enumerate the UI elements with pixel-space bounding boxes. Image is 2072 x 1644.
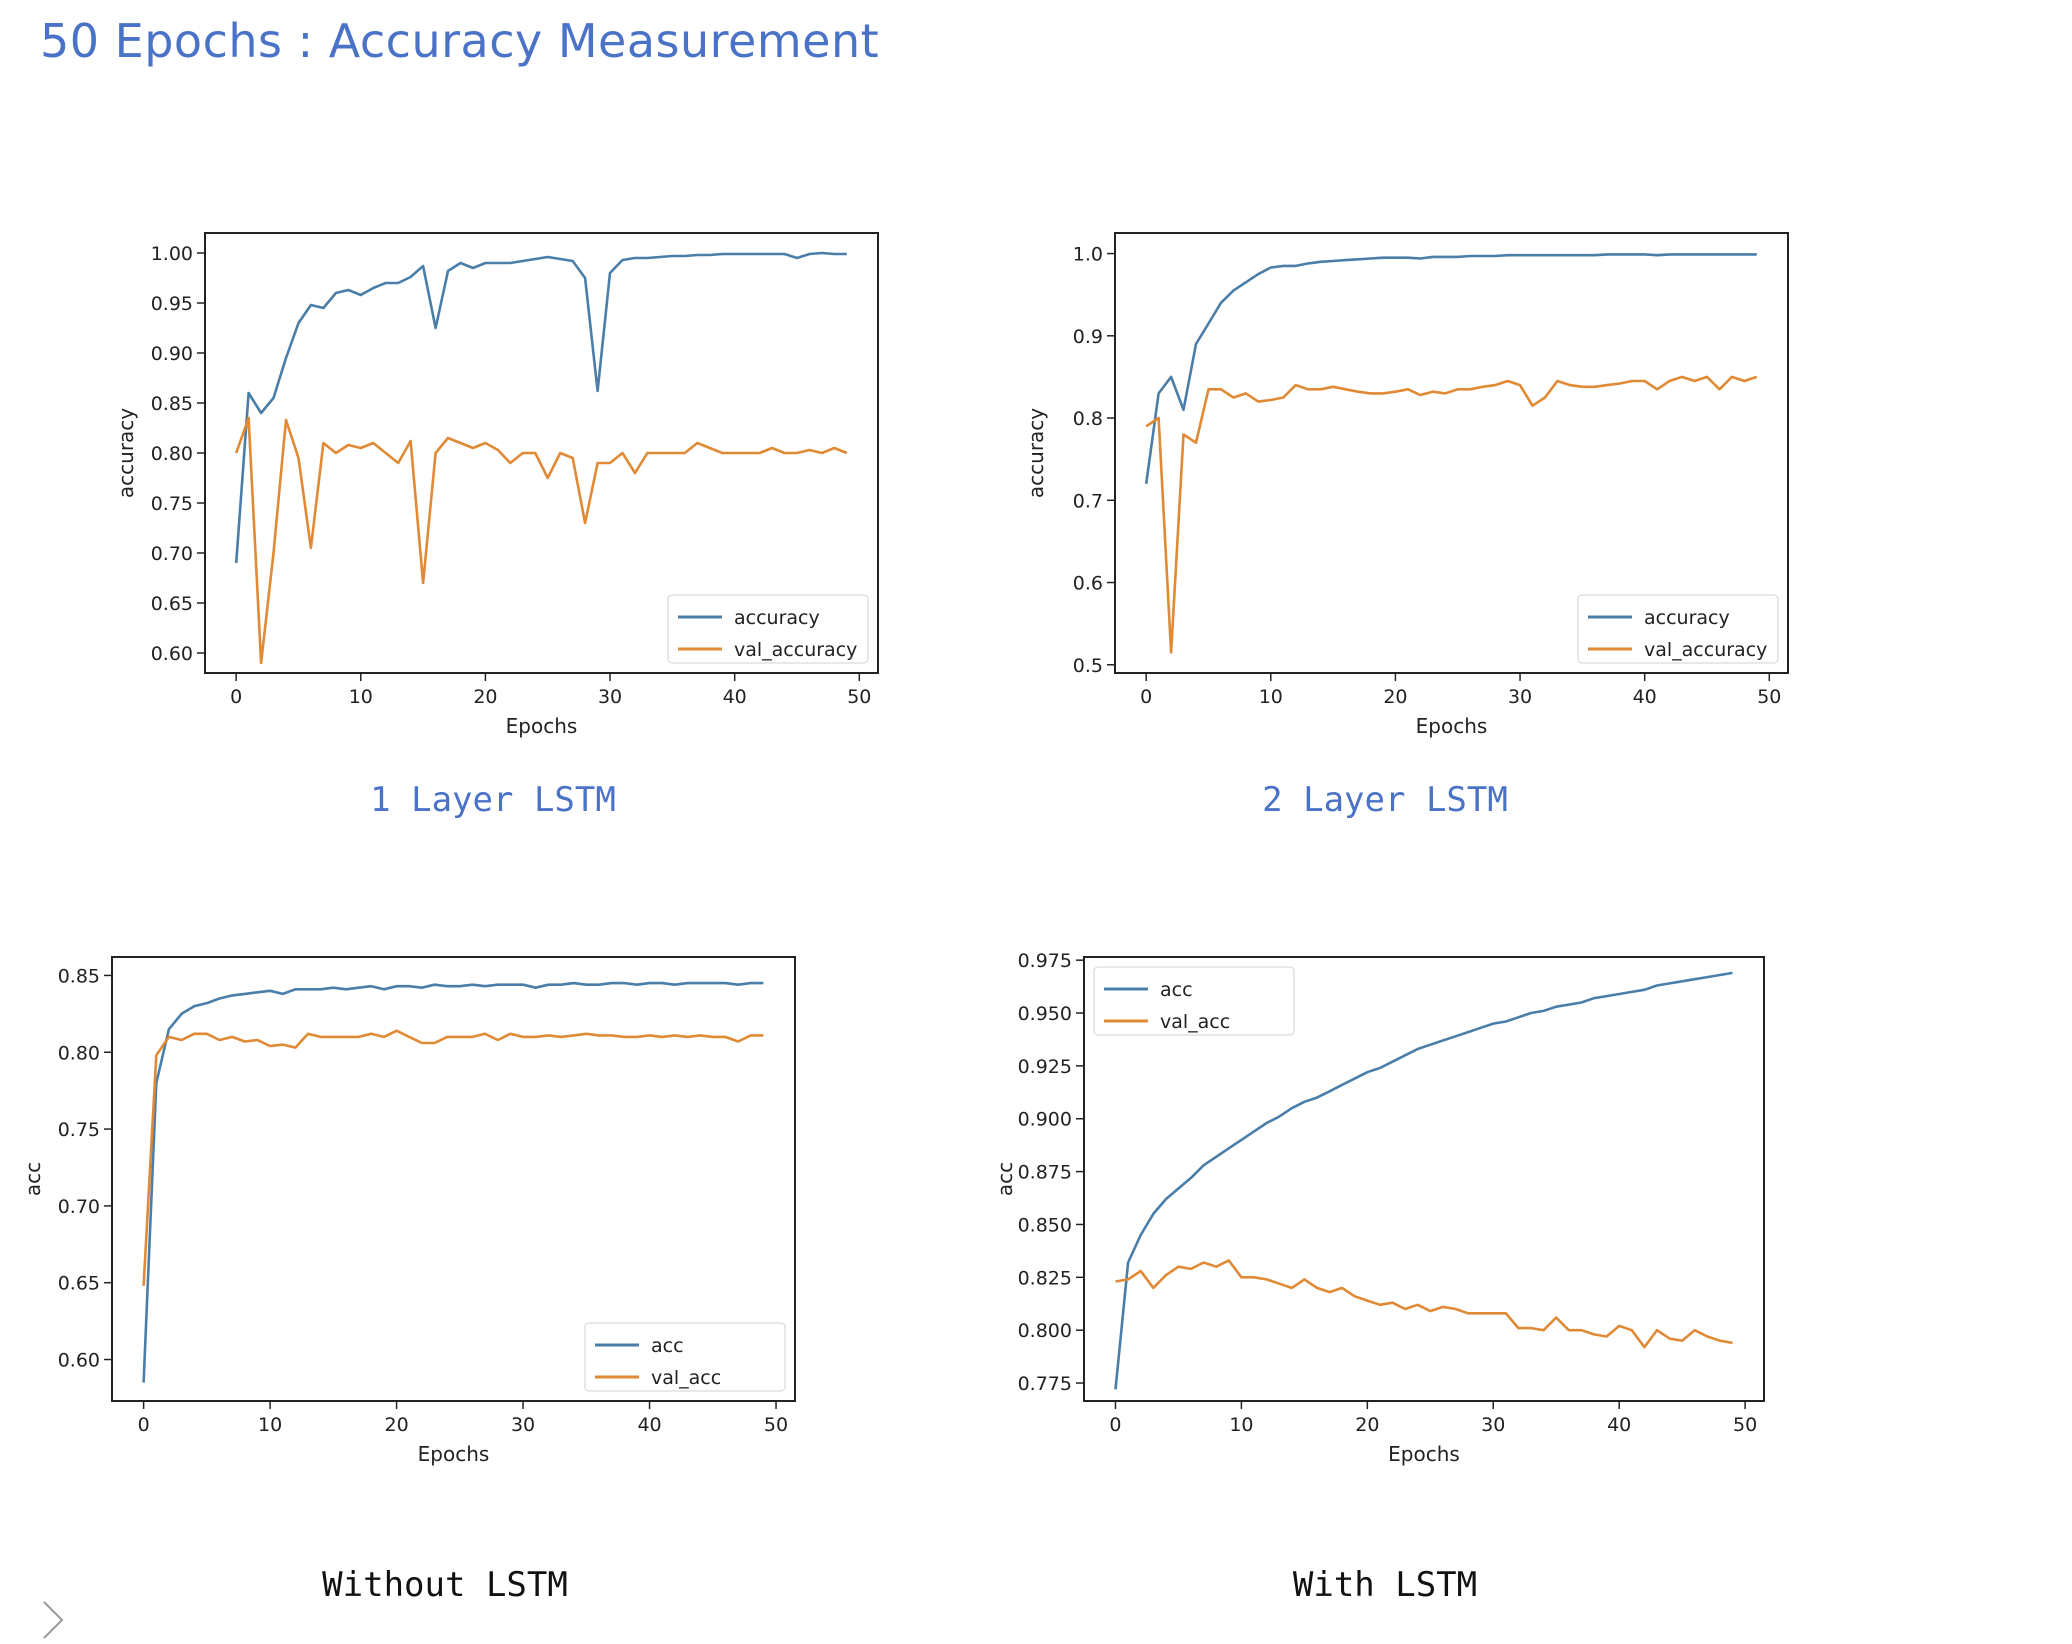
x-tick-label: 0 bbox=[138, 1414, 150, 1436]
x-tick-label: 50 bbox=[847, 686, 871, 708]
x-tick-label: 30 bbox=[511, 1414, 535, 1436]
x-tick-label: 20 bbox=[1355, 1414, 1379, 1436]
y-tick-label: 0.65 bbox=[151, 593, 193, 615]
x-axis-label: Epochs bbox=[418, 1442, 490, 1466]
x-tick-label: 40 bbox=[723, 686, 747, 708]
x-tick-label: 20 bbox=[384, 1414, 408, 1436]
x-tick-label: 30 bbox=[1481, 1414, 1505, 1436]
x-tick-label: 0 bbox=[1140, 686, 1152, 708]
x-tick-label: 40 bbox=[637, 1414, 661, 1436]
legend-label: val_accuracy bbox=[1644, 639, 1767, 661]
y-tick-label: 0.900 bbox=[1018, 1109, 1072, 1131]
legend-label: val_accuracy bbox=[734, 639, 857, 661]
y-tick-label: 0.70 bbox=[151, 543, 193, 565]
x-axis-label: Epochs bbox=[506, 714, 578, 738]
legend: accuracy val_accuracy bbox=[667, 594, 869, 664]
legend-box bbox=[584, 1322, 786, 1392]
y-tick-label: 0.70 bbox=[58, 1196, 100, 1218]
series-line-val-acc bbox=[142, 1029, 764, 1286]
series-line-val-accuracy bbox=[1145, 375, 1758, 654]
legend-label: acc bbox=[1160, 979, 1193, 1001]
x-tick-label: 50 bbox=[764, 1414, 788, 1436]
x-tick-label: 0 bbox=[230, 686, 242, 708]
legend-label: val_acc bbox=[651, 1367, 721, 1389]
x-tick-label: 50 bbox=[1757, 686, 1781, 708]
x-tick-label: 10 bbox=[1259, 686, 1283, 708]
y-tick-label: 0.825 bbox=[1018, 1267, 1072, 1289]
x-axis-label: Epochs bbox=[1388, 1442, 1460, 1466]
legend: acc val_acc bbox=[1093, 966, 1295, 1036]
y-tick-label: 0.975 bbox=[1018, 950, 1072, 972]
y-tick-label: 0.8 bbox=[1073, 408, 1103, 430]
x-tick-label: 10 bbox=[1229, 1414, 1253, 1436]
caption-without-lstm: Without LSTM bbox=[322, 1565, 568, 1605]
y-tick-label: 0.950 bbox=[1018, 1003, 1072, 1025]
legend-label: accuracy bbox=[734, 607, 820, 629]
x-tick-label: 50 bbox=[1733, 1414, 1757, 1436]
series-line-accuracy bbox=[234, 251, 847, 564]
y-tick-label: 0.5 bbox=[1073, 655, 1103, 677]
x-axis-label: Epochs bbox=[1416, 714, 1488, 738]
legend-label: acc bbox=[651, 1335, 684, 1357]
chart-with-lstm: 0 10 20 30 40 50 0.775 0.800 0.825 0.850 0.875 0.90… bbox=[993, 950, 1765, 1466]
y-tick-label: 0.6 bbox=[1073, 573, 1103, 595]
x-tick-label: 10 bbox=[258, 1414, 282, 1436]
y-tick-label: 0.85 bbox=[151, 393, 193, 415]
x-tick-label: 30 bbox=[1508, 686, 1532, 708]
series-line-acc bbox=[1114, 971, 1733, 1390]
x-tick-label: 40 bbox=[1607, 1414, 1631, 1436]
y-tick-label: 1.00 bbox=[151, 243, 193, 265]
legend: acc val_acc bbox=[584, 1322, 786, 1392]
y-tick-label: 0.85 bbox=[58, 965, 100, 987]
y-axis-label: acc bbox=[21, 1162, 45, 1196]
y-tick-label: 0.9 bbox=[1073, 326, 1103, 348]
y-tick-label: 0.75 bbox=[58, 1119, 100, 1141]
y-tick-label: 0.80 bbox=[151, 443, 193, 465]
y-tick-label: 1.0 bbox=[1073, 244, 1103, 266]
y-axis-label: accuracy bbox=[1024, 408, 1048, 498]
caption-2-layer-lstm: 2 Layer LSTM bbox=[1262, 780, 1508, 820]
series-line-acc bbox=[142, 981, 764, 1383]
series-line-accuracy bbox=[1144, 253, 1757, 484]
legend-label: val_acc bbox=[1160, 1011, 1230, 1033]
y-tick-label: 0.75 bbox=[151, 493, 193, 515]
legend-box bbox=[667, 594, 869, 664]
chart-2-layer-lstm: 0 10 20 30 40 50 0.5 0.6 0.7 0.8 0.9 1.0 Epochs accur… bbox=[1024, 232, 1789, 738]
legend: accuracy val_accuracy bbox=[1577, 594, 1779, 664]
y-tick-label: 0.775 bbox=[1018, 1373, 1072, 1395]
legend-box bbox=[1093, 966, 1295, 1036]
chevron-right-icon[interactable] bbox=[40, 1600, 66, 1640]
x-tick-label: 30 bbox=[598, 686, 622, 708]
y-tick-label: 0.7 bbox=[1073, 490, 1103, 512]
y-axis-label: accuracy bbox=[114, 408, 138, 498]
x-tick-label: 20 bbox=[1383, 686, 1407, 708]
y-tick-label: 0.850 bbox=[1018, 1214, 1072, 1236]
series-line-val-acc bbox=[1115, 1259, 1733, 1349]
caption-1-layer-lstm: 1 Layer LSTM bbox=[370, 780, 616, 820]
x-tick-label: 10 bbox=[349, 686, 373, 708]
legend-label: accuracy bbox=[1644, 607, 1730, 629]
y-tick-label: 0.925 bbox=[1018, 1056, 1072, 1078]
y-tick-label: 0.65 bbox=[58, 1273, 100, 1295]
slide-title: 50 Epochs : Accuracy Measurement bbox=[40, 14, 880, 68]
y-tick-label: 0.875 bbox=[1018, 1162, 1072, 1184]
x-tick-label: 20 bbox=[473, 686, 497, 708]
y-tick-label: 0.95 bbox=[151, 293, 193, 315]
y-tick-label: 0.60 bbox=[151, 643, 193, 665]
series-line-val-accuracy bbox=[234, 416, 848, 665]
y-tick-label: 0.800 bbox=[1018, 1320, 1072, 1342]
y-tick-label: 0.60 bbox=[58, 1350, 100, 1372]
x-tick-label: 0 bbox=[1109, 1414, 1121, 1436]
caption-with-lstm: With LSTM bbox=[1292, 1565, 1478, 1605]
chart-without-lstm: 0 10 20 30 40 50 0.60 0.65 0.70 0.75 0.80 0.85 Epoch… bbox=[21, 956, 796, 1466]
x-tick-label: 40 bbox=[1633, 686, 1657, 708]
y-tick-label: 0.90 bbox=[151, 343, 193, 365]
y-axis-label: acc bbox=[993, 1162, 1017, 1196]
legend-box bbox=[1577, 594, 1779, 664]
y-tick-label: 0.80 bbox=[58, 1042, 100, 1064]
chart-1-layer-lstm: 0 10 20 30 40 50 0.60 0.65 0.70 0.75 0.80 0.85 0.90 0… bbox=[114, 232, 879, 738]
